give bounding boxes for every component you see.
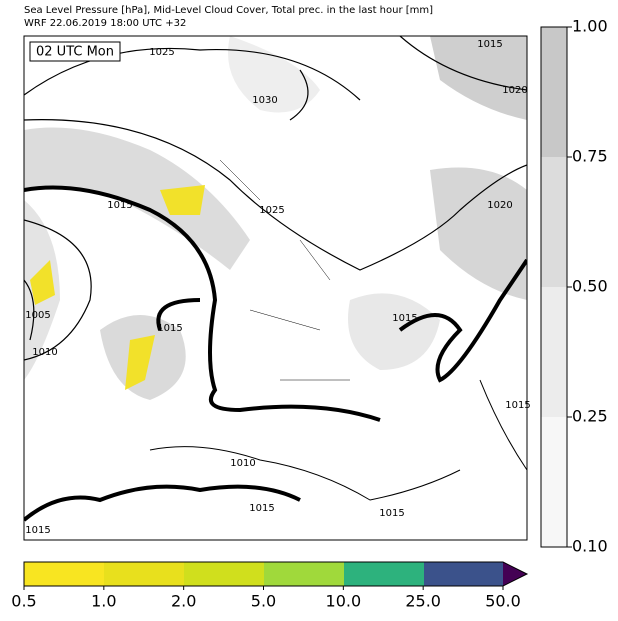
time-label: 02 UTC Mon <box>36 45 114 60</box>
colorbar-tick-label: 5.0 <box>251 592 276 611</box>
contour-label: 1015 <box>392 313 417 324</box>
cloud-colorbar: 1.00 0.75 0.50 0.25 0.10 <box>540 17 608 556</box>
contour-label: 1015 <box>505 400 530 411</box>
title-line1: Sea Level Pressure [hPa], Mid-Level Clou… <box>24 5 433 16</box>
contour-label: 1020 <box>502 85 527 96</box>
colorbar-tick-label: 0.10 <box>572 537 608 556</box>
contour-label: 1025 <box>149 47 174 58</box>
colorbar-tick-label: 2.0 <box>171 592 196 611</box>
contour-label: 1015 <box>157 323 182 334</box>
contour-label: 1025 <box>259 205 284 216</box>
isobars <box>24 36 527 522</box>
title-line2: WRF 22.06.2019 18:00 UTC +32 <box>24 18 186 29</box>
colorbar-tick-label: 25.0 <box>405 592 441 611</box>
contour-label: 1005 <box>25 310 50 321</box>
contour-label: 1015 <box>25 525 50 536</box>
map-background <box>24 36 527 540</box>
colorbar-tick-label: 0.25 <box>572 407 608 426</box>
contour-labels: 1025 1015 1020 1030 1015 1025 1020 1005 … <box>25 39 530 536</box>
contour-label: 1010 <box>32 347 57 358</box>
contour-label: 1010 <box>230 458 255 469</box>
contour-label: 1015 <box>379 508 404 519</box>
map: 1025 1015 1020 1030 1015 1025 1020 1005 … <box>23 35 531 541</box>
precip-colorbar: 0.5 1.0 2.0 5.0 10.0 25.0 50.0 <box>11 561 529 611</box>
time-box <box>29 41 121 62</box>
colorbar-tick-label: 1.0 <box>91 592 116 611</box>
cloud-cover <box>24 36 527 400</box>
contour-label: 1020 <box>487 200 512 211</box>
colorbar-tick-label: 0.75 <box>572 147 608 166</box>
contour-label: 1015 <box>249 503 274 514</box>
colorbar-tick-label: 10.0 <box>326 592 362 611</box>
contour-label: 1015 <box>477 39 502 50</box>
colorbar-tick-label: 1.00 <box>572 17 608 36</box>
colorbar-tick-label: 50.0 <box>485 592 521 611</box>
colorbar-tick-label: 0.5 <box>11 592 36 611</box>
contour-label: 1030 <box>252 95 277 106</box>
map-frame <box>23 35 528 541</box>
colorbar-tick-label: 0.50 <box>572 277 608 296</box>
contour-label: 1015 <box>107 200 132 211</box>
